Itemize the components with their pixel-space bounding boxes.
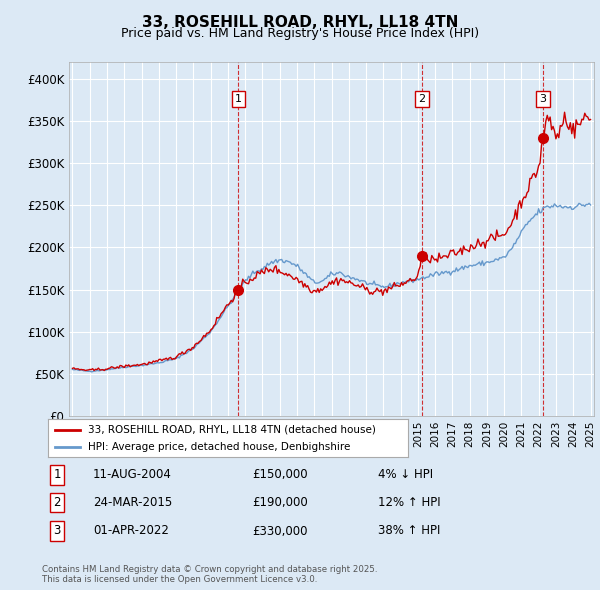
Text: 3: 3 — [53, 525, 61, 537]
Text: 38% ↑ HPI: 38% ↑ HPI — [378, 525, 440, 537]
Text: £150,000: £150,000 — [252, 468, 308, 481]
Text: 24-MAR-2015: 24-MAR-2015 — [93, 496, 172, 509]
Text: 33, ROSEHILL ROAD, RHYL, LL18 4TN (detached house): 33, ROSEHILL ROAD, RHYL, LL18 4TN (detac… — [88, 425, 376, 435]
Text: £190,000: £190,000 — [252, 496, 308, 509]
Text: 2: 2 — [53, 496, 61, 509]
Text: 2: 2 — [418, 94, 425, 104]
Text: 1: 1 — [235, 94, 242, 104]
Text: 3: 3 — [539, 94, 547, 104]
Text: 4% ↓ HPI: 4% ↓ HPI — [378, 468, 433, 481]
Text: 33, ROSEHILL ROAD, RHYL, LL18 4TN: 33, ROSEHILL ROAD, RHYL, LL18 4TN — [142, 15, 458, 30]
Text: Price paid vs. HM Land Registry's House Price Index (HPI): Price paid vs. HM Land Registry's House … — [121, 27, 479, 40]
Text: £330,000: £330,000 — [252, 525, 308, 537]
Text: HPI: Average price, detached house, Denbighshire: HPI: Average price, detached house, Denb… — [88, 441, 350, 451]
Text: 1: 1 — [53, 468, 61, 481]
Text: 01-APR-2022: 01-APR-2022 — [93, 525, 169, 537]
Text: 11-AUG-2004: 11-AUG-2004 — [93, 468, 172, 481]
Text: 12% ↑ HPI: 12% ↑ HPI — [378, 496, 440, 509]
Text: Contains HM Land Registry data © Crown copyright and database right 2025.
This d: Contains HM Land Registry data © Crown c… — [42, 565, 377, 584]
